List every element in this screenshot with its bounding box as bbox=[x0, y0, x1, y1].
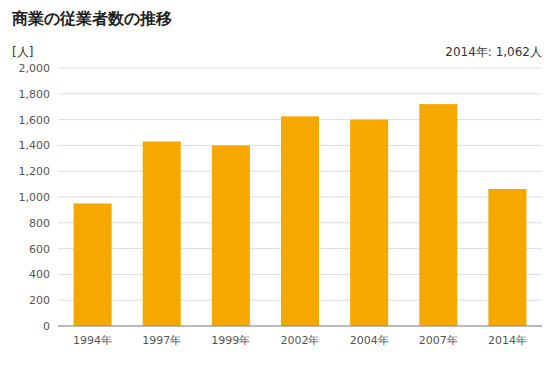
bar bbox=[419, 104, 457, 326]
y-axis: 0 200 400 600 800 1,000 1,200 1,400 1,600 1,800 2,… bbox=[19, 62, 51, 333]
y-tick-label: 600 bbox=[29, 243, 50, 256]
x-tick-label: 1997年 bbox=[142, 334, 181, 347]
bar bbox=[488, 189, 526, 326]
bar bbox=[350, 120, 388, 326]
y-axis-label: [人] bbox=[12, 45, 33, 59]
y-tick-label: 1,400 bbox=[19, 139, 51, 152]
bar bbox=[212, 145, 250, 326]
x-tick-label: 2002年 bbox=[281, 334, 320, 347]
y-tick-label: 200 bbox=[29, 294, 50, 307]
grid-line bbox=[58, 93, 542, 94]
x-tick-label: 2004年 bbox=[350, 334, 389, 347]
y-tick-label: 1,600 bbox=[19, 114, 51, 127]
x-axis: 1994年 1997年 1999年 2002年 2004年 2007年 2014年 bbox=[58, 326, 542, 347]
bar bbox=[143, 142, 181, 326]
grid-line bbox=[58, 326, 542, 327]
y-tick-label: 1,000 bbox=[19, 191, 51, 204]
x-axis-line bbox=[58, 326, 542, 327]
bar bbox=[281, 116, 319, 326]
x-tick-label: 1994年 bbox=[73, 334, 112, 347]
y-tick-label: 1,800 bbox=[19, 88, 51, 101]
x-tick-label: 1999年 bbox=[211, 334, 250, 347]
y-tick-label: 0 bbox=[43, 320, 50, 333]
chart-svg: 商業の従業者数の推移 [人] 2014年: 1,062人 0 200 400 600 800 1… bbox=[0, 0, 560, 366]
grid-line bbox=[58, 68, 542, 69]
y-tick-label: 800 bbox=[29, 217, 50, 230]
y-tick-label: 2,000 bbox=[19, 62, 51, 75]
y-tick-label: 400 bbox=[29, 268, 50, 281]
bar bbox=[74, 203, 112, 326]
y-tick-label: 1,200 bbox=[19, 165, 51, 178]
x-tick-label: 2014年 bbox=[488, 334, 527, 347]
chart-container: 商業の従業者数の推移 [人] 2014年: 1,062人 0 200 400 600 800 1… bbox=[0, 0, 560, 366]
bars bbox=[74, 104, 527, 326]
annotation: 2014年: 1,062人 bbox=[445, 45, 542, 59]
x-tick-label: 2007年 bbox=[419, 334, 458, 347]
title: 商業の従業者数の推移 bbox=[11, 9, 172, 28]
grid bbox=[58, 68, 542, 326]
